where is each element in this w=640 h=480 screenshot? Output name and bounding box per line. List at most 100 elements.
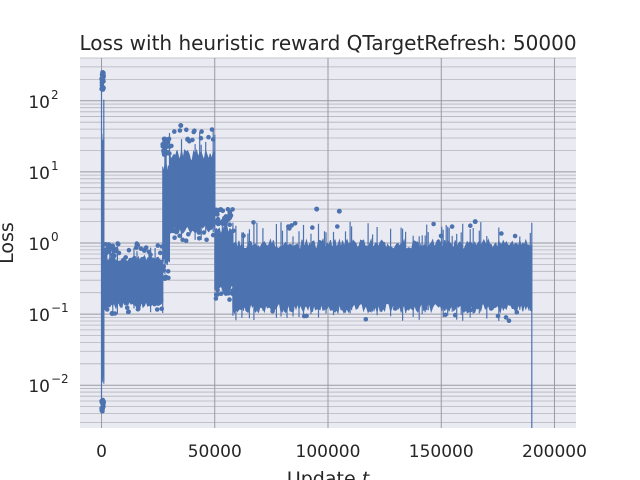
data-point [99, 76, 104, 81]
data-point [392, 306, 398, 311]
y-tick-exponent: −2 [51, 372, 69, 386]
y-tick-exponent: 2 [51, 88, 59, 102]
data-point [166, 275, 171, 281]
data-point [204, 237, 209, 243]
peak-point [178, 122, 184, 128]
data-point [140, 256, 145, 262]
data-point [148, 252, 153, 257]
peak-point [314, 206, 320, 212]
data-point [199, 129, 204, 134]
y-tick-label: 10 [28, 377, 50, 397]
data-point [222, 222, 228, 228]
loss-spikes [100, 72, 533, 428]
y-tick-label: 10 [28, 306, 50, 326]
data-point [218, 207, 224, 212]
data-point [177, 128, 183, 133]
data-point [495, 313, 501, 319]
peak-point [336, 208, 342, 214]
data-point [167, 229, 173, 234]
data-point [154, 307, 160, 312]
data-point [160, 142, 165, 147]
data-point [218, 291, 224, 297]
data-point [162, 275, 168, 280]
data-point [109, 243, 114, 249]
data-point [206, 134, 211, 140]
data-point [110, 252, 115, 258]
data-point [195, 227, 200, 233]
y-tick-label: 10 [28, 164, 50, 184]
data-point [158, 297, 164, 303]
data-point [213, 219, 218, 224]
data-point [227, 297, 232, 302]
data-point [135, 307, 141, 312]
data-point [101, 301, 107, 307]
x-axis-label: Update t [287, 468, 371, 480]
data-point [201, 230, 207, 235]
data-point [161, 148, 166, 154]
data-point [514, 310, 520, 315]
data-point [512, 233, 518, 239]
data-point [213, 292, 219, 297]
data-point [241, 233, 246, 238]
data-point [152, 301, 157, 307]
data-point [109, 311, 115, 317]
data-point [310, 225, 315, 230]
data-point [172, 235, 177, 240]
data-point [111, 249, 117, 254]
data-point [468, 223, 473, 228]
data-point [146, 301, 152, 307]
data-point [106, 249, 112, 255]
data-point [165, 139, 171, 145]
peak-point [155, 290, 161, 296]
data-point [125, 298, 131, 303]
data-point [225, 207, 231, 212]
data-point [183, 238, 189, 243]
data-point [287, 226, 292, 231]
data-point [209, 127, 215, 132]
data-point [126, 247, 132, 253]
peak-point [100, 70, 106, 76]
data-point [151, 297, 157, 302]
data-point [143, 246, 148, 251]
data-point [506, 318, 512, 324]
data-point [292, 221, 298, 226]
data-point [138, 246, 144, 251]
y-tick-exponent: 1 [51, 159, 59, 173]
data-point [159, 306, 164, 312]
x-tick-label: 0 [96, 442, 107, 462]
data-point [158, 250, 163, 256]
data-point [177, 233, 182, 239]
data-point [180, 237, 185, 243]
data-point [147, 256, 152, 262]
data-point [184, 127, 189, 133]
data-point [468, 307, 473, 313]
data-point [126, 309, 131, 315]
data-point [196, 236, 202, 241]
data-point [161, 268, 167, 273]
data-point [431, 221, 436, 227]
data-point [443, 312, 448, 318]
data-point [123, 255, 128, 260]
data-point [230, 291, 235, 297]
data-point [135, 243, 141, 248]
data-point [187, 138, 192, 144]
chart-title: Loss with heuristic reward QTargetRefres… [79, 31, 576, 55]
data-point [103, 305, 109, 310]
data-point [222, 289, 227, 294]
data-point [213, 207, 219, 213]
data-point [230, 207, 235, 212]
data-point [136, 303, 141, 308]
data-point [103, 242, 109, 247]
data-point [227, 222, 232, 227]
data-point [100, 87, 105, 92]
data-point [198, 135, 204, 141]
data-point [223, 214, 229, 219]
y-tick-label: 10 [28, 93, 50, 113]
data-point [215, 287, 220, 293]
data-point [161, 264, 167, 269]
data-point [165, 269, 171, 274]
x-tick-label: 50000 [188, 442, 242, 462]
x-tick-labels: 0 50000 100000 150000 200000 [96, 442, 587, 462]
